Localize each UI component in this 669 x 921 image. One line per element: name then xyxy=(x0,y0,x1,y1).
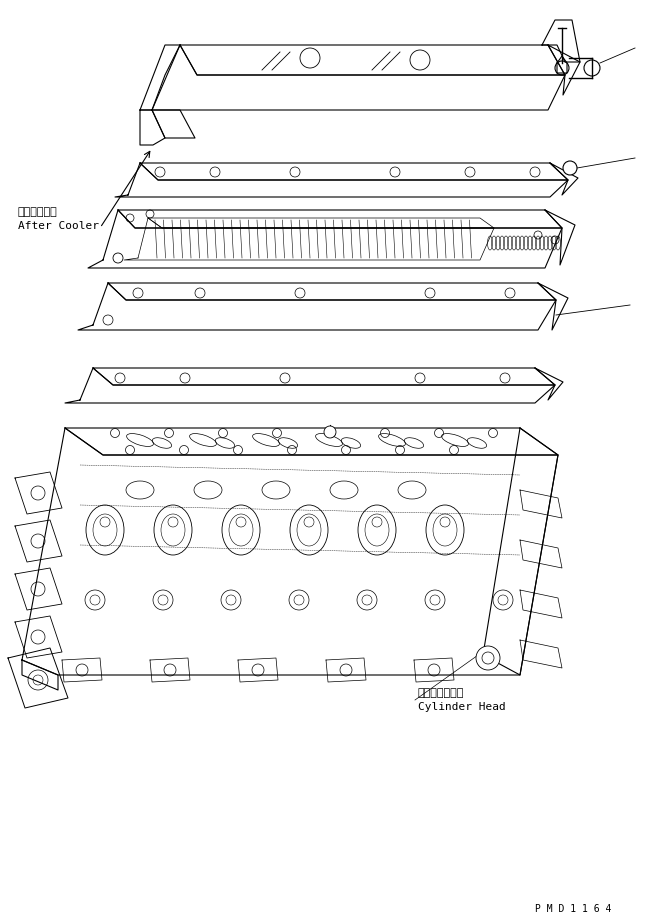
Polygon shape xyxy=(118,210,562,228)
Polygon shape xyxy=(93,368,555,385)
Polygon shape xyxy=(108,283,556,300)
Polygon shape xyxy=(548,45,580,95)
Circle shape xyxy=(493,590,513,610)
Text: アフタクーラ: アフタクーラ xyxy=(18,207,58,217)
Text: シリンダヘッド: シリンダヘッド xyxy=(418,688,464,698)
Polygon shape xyxy=(62,658,102,682)
Polygon shape xyxy=(15,616,62,658)
Polygon shape xyxy=(15,472,62,514)
Circle shape xyxy=(324,426,336,438)
Polygon shape xyxy=(152,45,565,110)
Polygon shape xyxy=(140,45,180,110)
Polygon shape xyxy=(152,110,195,138)
Text: P M D 1 1 6 4: P M D 1 1 6 4 xyxy=(535,904,611,914)
Polygon shape xyxy=(140,163,568,180)
Text: After Cooler: After Cooler xyxy=(18,221,99,231)
Polygon shape xyxy=(520,490,562,518)
Circle shape xyxy=(221,590,241,610)
Polygon shape xyxy=(22,660,58,690)
Polygon shape xyxy=(414,658,454,682)
Circle shape xyxy=(289,590,309,610)
Polygon shape xyxy=(326,658,366,682)
Polygon shape xyxy=(150,658,190,682)
Circle shape xyxy=(476,646,500,670)
Polygon shape xyxy=(238,658,278,682)
Polygon shape xyxy=(22,428,558,675)
Polygon shape xyxy=(545,210,575,265)
Polygon shape xyxy=(65,368,555,403)
Polygon shape xyxy=(483,428,558,675)
Polygon shape xyxy=(542,20,580,62)
Polygon shape xyxy=(538,283,568,330)
Circle shape xyxy=(357,590,377,610)
Polygon shape xyxy=(15,520,62,562)
Polygon shape xyxy=(550,163,578,195)
Text: Cylinder Head: Cylinder Head xyxy=(418,702,506,712)
Polygon shape xyxy=(535,368,563,400)
Polygon shape xyxy=(15,568,62,610)
Polygon shape xyxy=(78,283,556,330)
Polygon shape xyxy=(88,210,562,268)
Polygon shape xyxy=(140,110,165,145)
Circle shape xyxy=(563,161,577,175)
Polygon shape xyxy=(65,428,558,455)
Polygon shape xyxy=(557,56,567,73)
Circle shape xyxy=(85,590,105,610)
Circle shape xyxy=(153,590,173,610)
Polygon shape xyxy=(180,45,565,75)
Polygon shape xyxy=(8,648,68,708)
Circle shape xyxy=(425,590,445,610)
Polygon shape xyxy=(520,590,562,618)
Polygon shape xyxy=(115,163,568,197)
Polygon shape xyxy=(520,540,562,568)
Polygon shape xyxy=(520,640,562,668)
